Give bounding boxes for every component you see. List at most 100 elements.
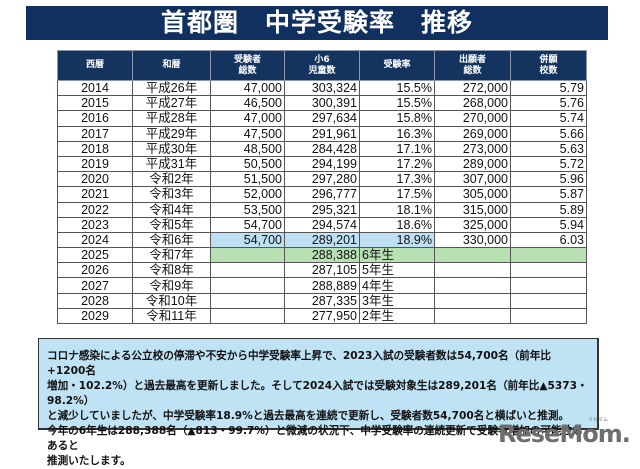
cell-rate: 17.1% — [359, 140, 435, 157]
cell-rate: 16.3% — [359, 125, 435, 142]
cell-rate: 4年生 — [359, 277, 435, 294]
cell-era: 令和8年 — [132, 262, 211, 279]
column-header-line: 校数 — [539, 65, 558, 76]
resemom-logo: ReseMom. — [498, 420, 631, 448]
cell-year: 2016 — [57, 110, 133, 127]
table-row: 2022 令和4年 53,500 295,321 18.1% 315,000 5.89 — [57, 201, 587, 218]
column-header: 和暦 — [132, 50, 211, 81]
cell-examinees — [210, 307, 285, 325]
cell-examinees: 52,000 — [210, 186, 285, 203]
column-header-line: 受験者 — [233, 54, 261, 65]
table-row: 2027 令和9年 288,889 4年生 — [57, 277, 587, 294]
cell-era: 平成26年 — [132, 79, 211, 97]
column-header: 小6 児童数 — [284, 50, 360, 81]
cell-rate: 18.9% — [359, 231, 435, 249]
cell-year: 2028 — [57, 292, 133, 309]
cell-schools: 5.94 — [510, 216, 587, 233]
cell-examinees: 47,000 — [210, 110, 285, 127]
cell-rate: 17.5% — [359, 186, 435, 203]
cell-schools: 5.66 — [510, 125, 587, 142]
cell-applicants: 325,000 — [434, 216, 511, 233]
cell-applicants: 305,000 — [434, 186, 511, 203]
cell-applicants: 273,000 — [434, 140, 511, 157]
cell-era: 令和10年 — [132, 292, 211, 309]
cell-applicants: 307,000 — [434, 171, 511, 188]
cell-schools: 5.74 — [510, 110, 587, 127]
commentary-line: 推測いたします。 — [47, 455, 131, 467]
cell-schools: 6.03 — [510, 231, 587, 249]
table-row: 2016 平成28年 47,000 297,634 15.8% 270,000 5.74 — [57, 110, 587, 127]
cell-examinees: 51,500 — [210, 171, 285, 188]
cell-rate: 17.2% — [359, 155, 435, 173]
cell-schools — [510, 247, 587, 264]
column-header-line: 併願 — [539, 54, 558, 65]
column-header: 西暦 — [57, 50, 133, 81]
cell-applicants — [434, 262, 511, 279]
column-header-line: 受験率 — [383, 60, 411, 70]
column-header: 受験者 総数 — [210, 50, 285, 81]
table-row: 2026 令和8年 287,105 5年生 — [57, 262, 587, 279]
table-row: 2019 平成31年 50,500 294,199 17.2% 289,000 5.72 — [57, 155, 587, 173]
column-header-line: 和暦 — [162, 60, 181, 70]
column-header-line: 西暦 — [85, 60, 104, 70]
cell-era: 令和5年 — [132, 216, 211, 233]
cell-era: 平成28年 — [132, 110, 211, 127]
cell-grade6: 291,961 — [284, 125, 360, 142]
cell-rate: 18.6% — [359, 216, 435, 233]
cell-grade6: 296,777 — [284, 186, 360, 203]
cell-year: 2025 — [57, 247, 133, 264]
cell-grade6: 303,324 — [284, 79, 360, 97]
table-row: 2018 平成30年 48,500 284,428 17.1% 273,000 5.63 — [57, 140, 587, 157]
cell-applicants — [434, 277, 511, 294]
cell-grade6: 295,321 — [284, 201, 360, 218]
cell-era: 令和4年 — [132, 201, 211, 218]
cell-era: 令和9年 — [132, 277, 211, 294]
cell-rate: 5年生 — [359, 262, 435, 279]
cell-examinees — [210, 247, 285, 264]
cell-year: 2024 — [57, 231, 133, 249]
table-row: 2017 平成29年 47,500 291,961 16.3% 269,000 5.66 — [57, 125, 587, 142]
column-header-line: 出願者 — [458, 54, 486, 65]
table-header-row: 西暦 和暦 受験者 総数 小6 児童数 受験率 出願者総数 併願 校数 — [57, 50, 587, 81]
cell-examinees: 54,700 — [210, 231, 285, 249]
cell-schools: 5.63 — [510, 140, 587, 157]
cell-applicants: 330,000 — [434, 231, 511, 249]
page-title: 首都圏 中学受験率 推移 — [26, 6, 608, 40]
cell-rate: 15.5% — [359, 95, 435, 112]
column-header: 併願 校数 — [510, 50, 587, 81]
cell-applicants: 270,000 — [434, 110, 511, 127]
cell-year: 2029 — [57, 307, 133, 325]
table-row: 2025 令和7年 288,388 6年生 — [57, 247, 587, 264]
column-header: 受験率 — [359, 50, 435, 81]
cell-era: 平成29年 — [132, 125, 211, 142]
cell-rate: 18.1% — [359, 201, 435, 218]
commentary-box: コロナ感染による公立校の停滞や不安から中学受験率上昇で、2023入試の受験者数は… — [38, 338, 599, 467]
cell-era: 令和7年 — [132, 247, 211, 264]
cell-schools: 5.79 — [510, 79, 587, 97]
cell-rate: 15.8% — [359, 110, 435, 127]
cell-examinees: 47,500 — [210, 125, 285, 142]
column-header-line: 総数 — [238, 65, 257, 76]
cell-schools: 5.72 — [510, 155, 587, 173]
cell-rate: 3年生 — [359, 292, 435, 309]
cell-year: 2026 — [57, 262, 133, 279]
table-row: 2028 令和10年 287,335 3年生 — [57, 292, 587, 309]
cell-era: 令和11年 — [132, 307, 211, 325]
cell-examinees: 46,500 — [210, 95, 285, 112]
table-row: 2015 平成27年 46,500 300,391 15.5% 268,000 5.76 — [57, 95, 587, 112]
cell-examinees: 53,500 — [210, 201, 285, 218]
table-row: 2023 令和5年 54,700 294,574 18.6% 325,000 5.94 — [57, 216, 587, 233]
cell-examinees: 54,700 — [210, 216, 285, 233]
cell-era: 平成30年 — [132, 140, 211, 157]
cell-year: 2017 — [57, 125, 133, 142]
cell-examinees: 50,500 — [210, 155, 285, 173]
cell-grade6: 300,391 — [284, 95, 360, 112]
cell-year: 2014 — [57, 79, 133, 97]
cell-applicants: 289,000 — [434, 155, 511, 173]
cell-applicants: 268,000 — [434, 95, 511, 112]
cell-schools: 5.76 — [510, 95, 587, 112]
cell-era: 令和3年 — [132, 186, 211, 203]
cell-year: 2023 — [57, 216, 133, 233]
commentary-line: と減少していましたが、中学受験率18.9%と過去最高を連続で更新し、受験者数54… — [47, 410, 570, 422]
commentary-line: 増加・102.2%）と過去最高を更新しました。そして2024入試では受験対象生は… — [47, 380, 588, 407]
